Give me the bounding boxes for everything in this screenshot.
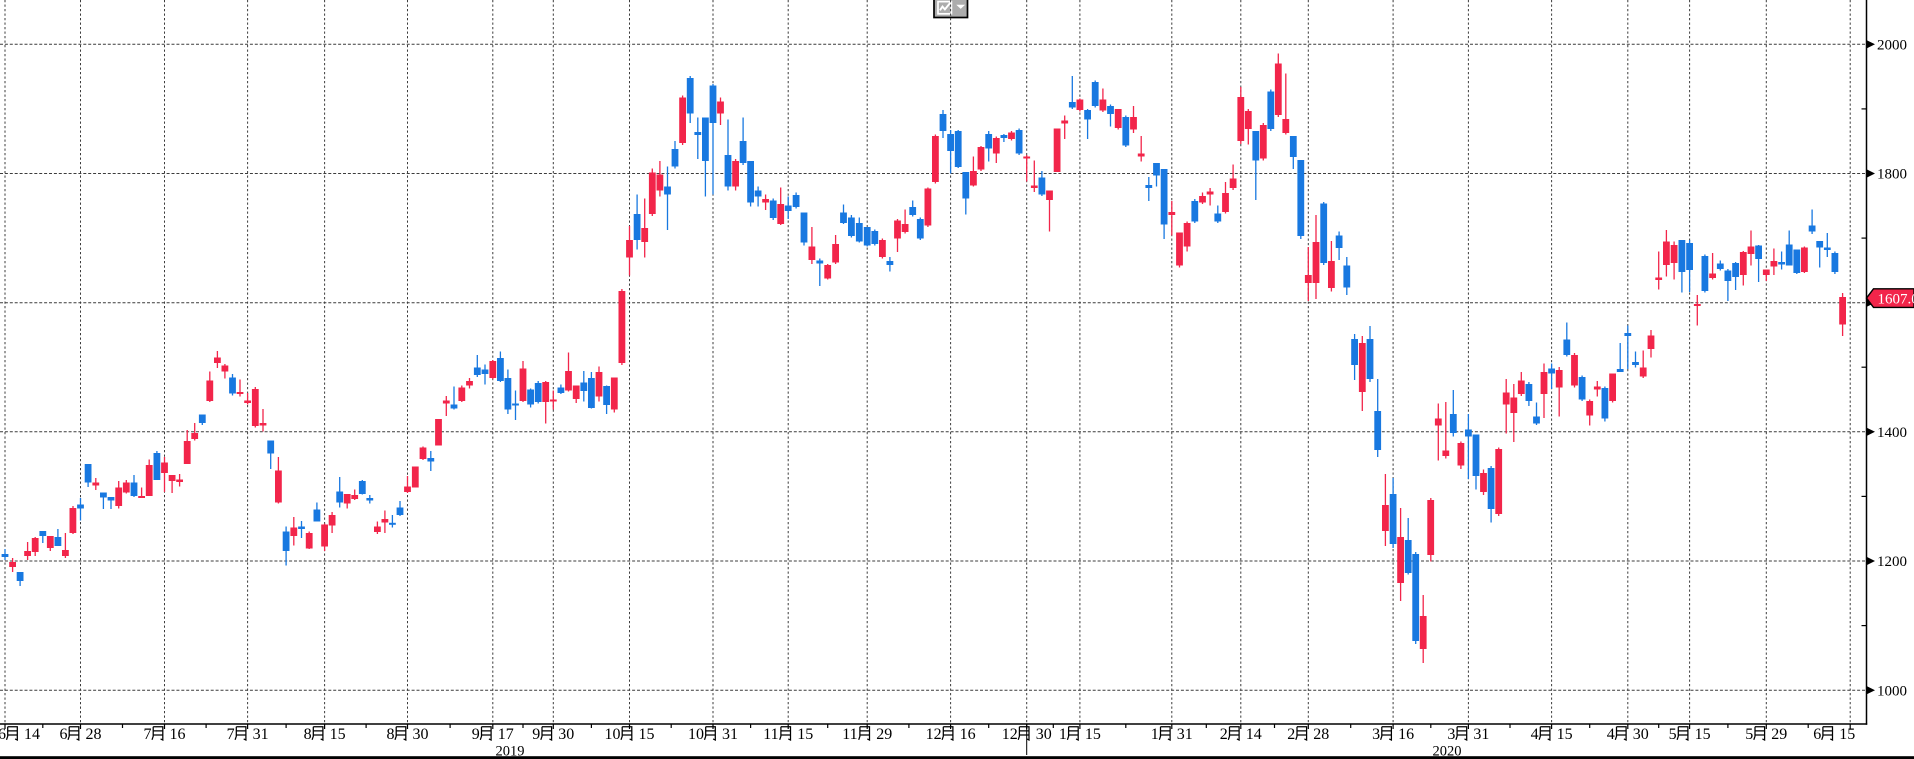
svg-text:14: 14 [1246, 726, 1262, 743]
svg-text:15: 15 [1695, 726, 1711, 743]
svg-text:28: 28 [1313, 726, 1329, 743]
svg-text:4: 4 [1531, 726, 1539, 743]
svg-text:5: 5 [1669, 726, 1677, 743]
svg-text:2: 2 [1220, 726, 1228, 743]
svg-text:2: 2 [1287, 726, 1295, 743]
svg-text:1607.0: 1607.0 [1878, 291, 1914, 307]
svg-text:30: 30 [1633, 726, 1649, 743]
svg-text:9: 9 [532, 726, 540, 743]
svg-text:15: 15 [1085, 726, 1101, 743]
svg-text:10: 10 [688, 726, 704, 743]
svg-text:30: 30 [413, 726, 429, 743]
svg-text:1000: 1000 [1877, 683, 1907, 699]
svg-text:30: 30 [1036, 726, 1052, 743]
svg-text:29: 29 [1771, 726, 1787, 743]
svg-text:1800: 1800 [1877, 167, 1907, 183]
svg-text:11: 11 [842, 726, 857, 743]
svg-text:15: 15 [1557, 726, 1573, 743]
svg-text:30: 30 [558, 726, 574, 743]
svg-text:11: 11 [763, 726, 778, 743]
svg-text:6: 6 [1813, 726, 1821, 743]
svg-text:1400: 1400 [1877, 425, 1907, 441]
svg-text:8: 8 [387, 726, 395, 743]
svg-text:31: 31 [1177, 726, 1193, 743]
svg-text:5: 5 [1745, 726, 1753, 743]
svg-text:7: 7 [144, 726, 152, 743]
svg-text:3: 3 [1447, 726, 1455, 743]
svg-text:17: 17 [498, 726, 514, 743]
svg-text:1: 1 [1059, 726, 1067, 743]
svg-text:16: 16 [170, 726, 186, 743]
svg-text:28: 28 [86, 726, 102, 743]
svg-text:8: 8 [304, 726, 312, 743]
svg-text:14: 14 [24, 726, 40, 743]
svg-text:16: 16 [960, 726, 976, 743]
svg-text:7: 7 [227, 726, 235, 743]
svg-text:31: 31 [1473, 726, 1489, 743]
svg-text:1200: 1200 [1877, 554, 1907, 570]
svg-text:31: 31 [722, 726, 738, 743]
svg-text:2019: 2019 [496, 744, 525, 759]
svg-text:15: 15 [639, 726, 655, 743]
svg-text:2020: 2020 [1433, 744, 1462, 759]
svg-text:6: 6 [60, 726, 68, 743]
svg-text:3: 3 [1372, 726, 1380, 743]
svg-text:9: 9 [472, 726, 480, 743]
svg-text:12: 12 [926, 726, 942, 743]
svg-text:15: 15 [330, 726, 346, 743]
svg-text:1: 1 [1151, 726, 1159, 743]
svg-text:2000: 2000 [1877, 38, 1907, 54]
svg-text:31: 31 [253, 726, 269, 743]
svg-text:29: 29 [876, 726, 892, 743]
svg-text:16: 16 [1398, 726, 1414, 743]
svg-text:12: 12 [1002, 726, 1018, 743]
svg-text:4: 4 [1607, 726, 1615, 743]
svg-text:6: 6 [0, 726, 6, 743]
svg-text:15: 15 [1839, 726, 1855, 743]
svg-text:10: 10 [605, 726, 621, 743]
svg-text:15: 15 [797, 726, 813, 743]
